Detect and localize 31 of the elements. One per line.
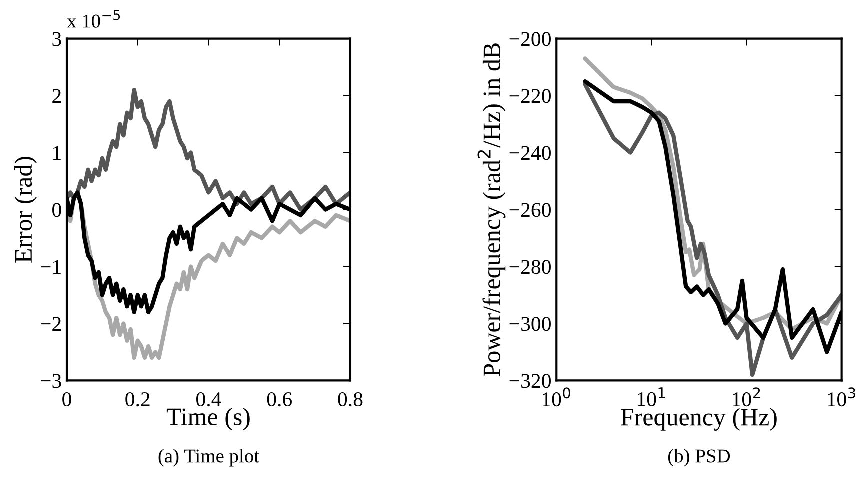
y-tick-label: 2 [52,89,61,104]
x-axis-title: Frequency (Hz) [621,408,777,431]
y-tick-label: −1 [41,260,61,274]
text: (a) Time plot [158,449,260,467]
text: x 10$^{−5}$ [67,10,120,28]
x-tick-label: 0.2 [126,392,150,407]
x-tick-label: 0.6 [267,392,292,407]
y-tick-label: −220 [510,89,551,104]
y-tick-label: 0 [52,203,62,218]
text: (b) PSD [668,449,730,467]
y-tick-label: −240 [510,146,551,160]
y-tick-label: −280 [510,260,551,274]
x-tick-label: 0.4 [196,392,222,407]
x-tick-label: 10$^{3}$ [828,388,856,407]
x-tick-label: 0.8 [338,392,363,407]
y-tick-label: −3 [41,374,62,388]
y-axis-title: Power/frequency (rad$^{2}$/Hz) in dB [478,44,506,377]
y-tick-label: −300 [510,317,551,332]
x-axis-title: Time (s) [166,408,250,431]
x-tick-label: 10$^{2}$ [733,388,760,407]
line-series [67,88,350,212]
x-tick-label: 10$^{0}$ [542,388,570,407]
y-tick-label: −260 [510,203,551,218]
x-tick-label: 0 [62,392,72,406]
y-tick-label: −2 [41,317,61,331]
y-tick-label: 3 [52,32,62,46]
y-axis-title: Error (rad) [14,157,38,263]
x-tick-label: 10$^{1}$ [638,388,666,406]
y-tick-label: 1 [54,146,61,160]
y-tick-label: −200 [510,32,551,46]
y-tick-label: −320 [510,374,551,388]
